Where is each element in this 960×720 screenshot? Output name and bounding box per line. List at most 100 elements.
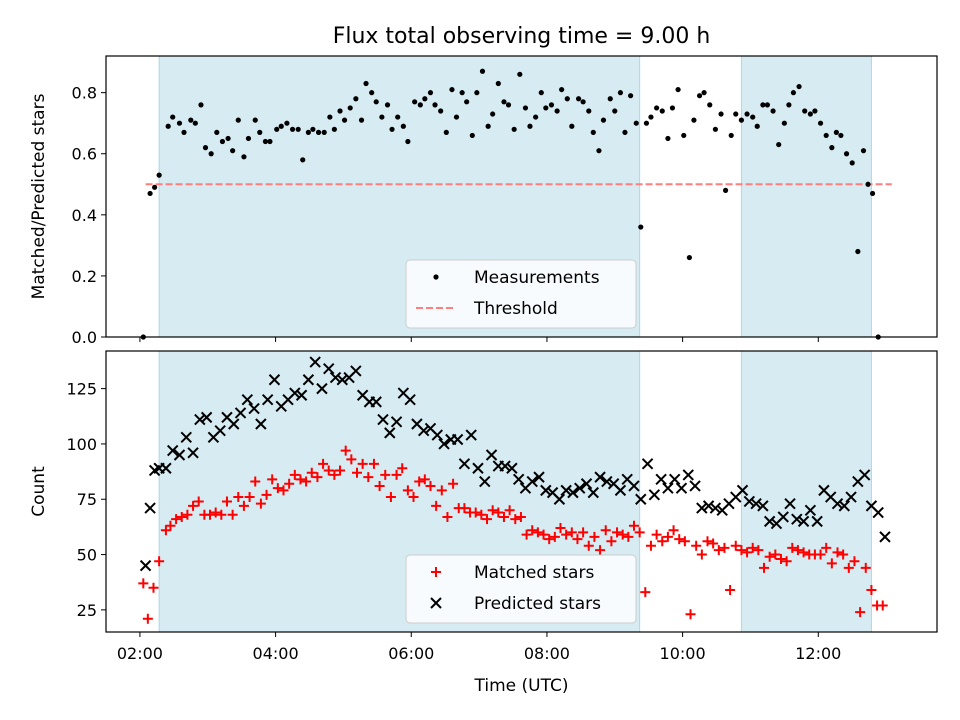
measurement-point xyxy=(321,129,327,135)
measurement-point xyxy=(176,120,183,126)
matched-stars-point xyxy=(634,527,645,538)
measurement-point xyxy=(198,102,204,108)
matched-stars-point xyxy=(176,511,187,522)
measurement-point xyxy=(733,111,739,117)
predicted-stars-point xyxy=(601,475,613,488)
measurement-point xyxy=(643,120,650,126)
matched-stars-point xyxy=(589,531,600,542)
predicted-stars-point xyxy=(702,500,715,512)
measurement-point xyxy=(235,117,241,123)
matched-stars-point xyxy=(160,525,171,536)
matched-stars-point xyxy=(363,472,374,483)
measurement-point xyxy=(865,181,871,187)
measurement-point xyxy=(701,90,707,96)
legend-label: Measurements xyxy=(474,268,600,288)
predicted-stars-point xyxy=(350,365,362,377)
measurement-point xyxy=(295,126,301,132)
measurement-point xyxy=(156,172,162,178)
matched-stars-point xyxy=(442,511,453,522)
measurement-point xyxy=(438,108,444,114)
matched-stars-point xyxy=(606,536,617,547)
measurement-point xyxy=(453,114,460,120)
plot-frame xyxy=(105,55,938,338)
predicted-stars-point xyxy=(336,374,349,386)
measurement-point xyxy=(628,93,634,99)
matched-stars-point xyxy=(877,600,888,611)
x-tick-label: 10:00 xyxy=(660,644,706,663)
measurement-point xyxy=(405,138,411,145)
measurement-point xyxy=(147,190,153,197)
matched-stars-point xyxy=(821,542,832,553)
measurement-point xyxy=(559,86,565,93)
measurement-point xyxy=(838,132,844,139)
measurement-point xyxy=(812,108,818,114)
matched-stars-point xyxy=(470,507,481,518)
matched-stars-point xyxy=(600,525,611,536)
measurement-point xyxy=(802,108,808,114)
measurement-point xyxy=(823,132,829,139)
measurement-point xyxy=(517,71,523,77)
predicted-stars-point xyxy=(200,411,213,424)
matched-stars-point xyxy=(346,454,357,465)
measurement-point xyxy=(331,126,337,132)
matched-stars-point xyxy=(278,485,289,496)
predicted-stars-point xyxy=(506,462,518,474)
measurement-point xyxy=(722,187,729,193)
matched-stars-point xyxy=(261,489,272,500)
predicted-stars-point xyxy=(166,444,179,457)
matched-stars-point xyxy=(515,511,526,522)
predicted-stars-point xyxy=(234,407,247,419)
measurement-point xyxy=(590,129,596,135)
matched-stars-point xyxy=(267,474,278,485)
predicted-stars-point xyxy=(512,473,525,486)
x-tick-label: 06:00 xyxy=(388,644,434,663)
matched-stars-point xyxy=(476,509,487,520)
predicted-stars-point xyxy=(526,475,538,488)
predicted-stars-point xyxy=(431,429,443,441)
matched-stars-point xyxy=(244,492,255,503)
predicted-stars-point xyxy=(587,486,600,499)
predicted-stars-point xyxy=(180,431,192,443)
predicted-stars-point xyxy=(377,413,389,426)
matched-stars-point xyxy=(193,496,204,507)
predicted-stars-point xyxy=(560,484,572,497)
predicted-stars-point xyxy=(682,469,694,481)
y-axis-label: Matched/Predicted stars xyxy=(29,93,49,299)
matched-stars-point xyxy=(544,534,555,545)
matched-stars-point xyxy=(402,485,413,496)
matched-stars-point xyxy=(702,536,713,547)
measurement-point xyxy=(527,123,533,129)
legend-label: Threshold xyxy=(473,299,558,319)
matched-stars-point xyxy=(798,547,809,558)
matched-stars-point xyxy=(566,527,577,538)
predicted-stars-point xyxy=(662,482,674,494)
matched-stars-point xyxy=(855,607,866,618)
x-tick-label: 08:00 xyxy=(524,644,570,663)
matched-stars-point xyxy=(459,503,470,514)
matched-stars-point xyxy=(764,551,775,562)
matched-stars-point xyxy=(555,523,566,534)
matched-stars-point xyxy=(408,492,419,503)
matched-stars-point xyxy=(572,534,583,545)
measurement-point xyxy=(760,102,766,108)
predicted-stars-point xyxy=(791,513,803,525)
matched-stars-point xyxy=(657,536,668,547)
matched-stars-point xyxy=(730,540,741,551)
predicted-stars-point xyxy=(750,497,762,510)
matched-stars-point xyxy=(385,492,396,503)
predicted-stars-point xyxy=(316,382,328,395)
matched-stars-point xyxy=(414,476,425,487)
measurement-point xyxy=(165,123,171,129)
measurement-point xyxy=(849,160,855,166)
matched-stars-point xyxy=(561,529,572,540)
x-axis-label: Time (UTC) xyxy=(474,676,569,696)
measurement-point xyxy=(257,129,263,135)
matched-stars-point xyxy=(527,525,538,536)
measurement-point xyxy=(384,102,391,108)
matched-stars-point xyxy=(142,613,153,624)
predicted-stars-point xyxy=(241,393,254,406)
measurement-point xyxy=(501,99,507,105)
measurement-point xyxy=(869,190,876,197)
measurement-point xyxy=(422,96,428,102)
predicted-stars-point xyxy=(845,491,857,503)
